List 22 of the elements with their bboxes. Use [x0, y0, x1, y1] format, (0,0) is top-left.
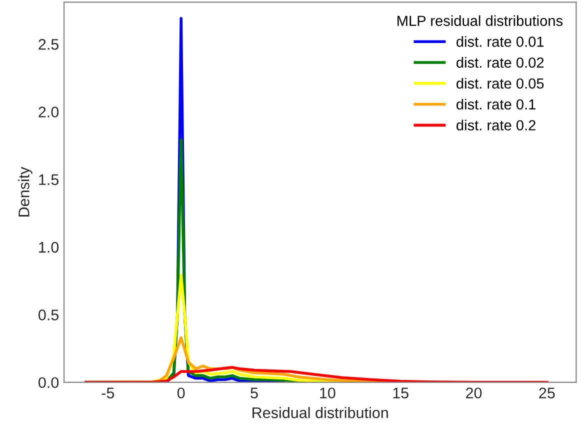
x-tick-label: 0 — [177, 388, 185, 398]
x-tick-label: 20 — [466, 388, 482, 398]
x-tick-label: 15 — [393, 388, 408, 398]
legend-title: MLP residual distributions — [398, 15, 563, 26]
legend-label: dist. rate 0.05 — [456, 78, 544, 89]
y-axis-title: Density — [18, 166, 32, 216]
x-tick-label: -5 — [102, 388, 114, 398]
y-tick-label: 2.5 — [38, 38, 59, 50]
x-tick-label: 10 — [320, 388, 336, 398]
y-tick-label: 0.5 — [38, 310, 59, 320]
x-axis-title: Residual distribution — [252, 406, 388, 418]
y-tick-label: 1.0 — [39, 242, 59, 253]
legend-label: dist. rate 0.02 — [456, 57, 544, 68]
x-tick-label: 5 — [250, 388, 258, 398]
legend-label: dist. rate 0.01 — [456, 36, 544, 47]
line-series — [84, 366, 548, 382]
legend-label: dist. rate 0.1 — [456, 98, 536, 110]
y-tick-label: 1.5 — [39, 174, 59, 186]
y-tick-label: 0.0 — [38, 377, 59, 388]
legend-label: dist. rate 0.2 — [456, 120, 536, 130]
x-tick-label: 25 — [539, 388, 555, 398]
y-tick-label: 2.0 — [38, 106, 59, 118]
